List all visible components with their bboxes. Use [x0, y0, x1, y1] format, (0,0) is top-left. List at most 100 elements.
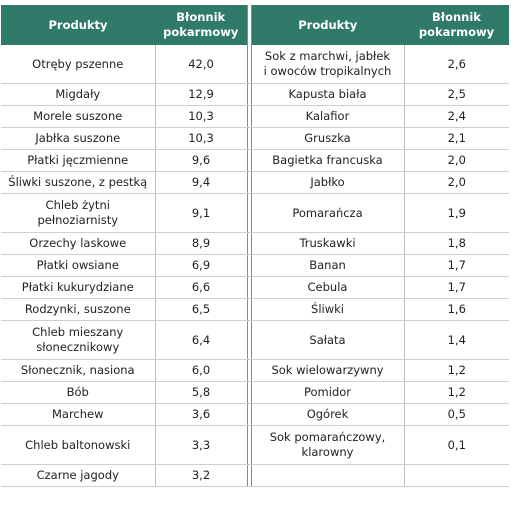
fiber-cell: 1,2	[404, 381, 509, 404]
product-cell: Ogórek	[251, 403, 405, 426]
separator	[246, 359, 252, 382]
product-cell: Sok z marchwi, jabłek i owoców tropikaln…	[251, 45, 405, 84]
product-cell: Rodzynki, suszone	[1, 298, 156, 321]
fiber-cell: 6,4	[155, 320, 247, 360]
product-cell: Sok wielowarzywny	[251, 359, 405, 382]
fiber-cell: 12,9	[155, 83, 247, 106]
header-cell: Błonnik pokarmowy	[404, 5, 509, 45]
fiber-cell: 2,0	[404, 171, 509, 194]
header-cell: Produkty	[251, 5, 404, 45]
table-row: Chleb żytni pełnoziarnisty 9,1 Pomarańcza 1…	[1, 193, 509, 233]
product-cell: Sok pomarańczowy, klarowny	[251, 425, 405, 465]
separator	[246, 403, 252, 426]
separator	[246, 105, 252, 128]
product-cell: Bób	[1, 381, 156, 404]
fiber-cell: 3,2	[155, 464, 247, 487]
table-row: Rodzynki, suszone 6,5 Śliwki 1,6	[1, 298, 509, 321]
product-cell: Otręby pszenne	[1, 45, 156, 84]
fiber-cell: 6,5	[155, 298, 247, 321]
fiber-cell: 9,4	[155, 171, 247, 194]
table-row: Płatki kukurydziane 6,6 Cebula 1,7	[1, 276, 509, 299]
table-row: Marchew 3,6 Ogórek 0,5	[1, 403, 509, 426]
separator	[246, 381, 252, 404]
fiber-cell: 10,3	[155, 105, 247, 128]
table-row: Orzechy laskowe 8,9 Truskawki 1,8	[1, 232, 509, 255]
product-cell: Migdały	[1, 83, 156, 106]
fiber-cell: 2,6	[404, 45, 509, 84]
table-row: Słonecznik, nasiona 6,0 Sok wielowarzywny 1…	[1, 359, 509, 382]
header-row: Produkty Błonnik pokarmowy Produkty Błon…	[1, 5, 509, 45]
fiber-cell: 9,1	[155, 193, 247, 233]
product-cell: Sałata	[251, 320, 405, 360]
table-row: Chleb baltonowski 3,3 Sok pomarańczowy, kl…	[1, 425, 509, 465]
product-cell: Śliwki suszone, z pestką	[1, 171, 156, 194]
fiber-cell: 3,3	[155, 425, 247, 465]
product-cell: Gruszka	[251, 127, 405, 150]
table-row: Jabłka suszone 10,3 Gruszka 2,1	[1, 127, 509, 150]
header-cell: Błonnik pokarmowy	[155, 5, 247, 45]
fiber-cell: 2,4	[404, 105, 509, 128]
product-cell: Chleb mieszany słonecznikowy	[1, 320, 156, 360]
fiber-cell: 1,6	[404, 298, 509, 321]
separator	[246, 320, 252, 360]
product-cell: Orzechy laskowe	[1, 232, 156, 255]
fiber-cell: 1,2	[404, 359, 509, 382]
table-row: Migdały 12,9 Kapusta biała 2,5	[1, 83, 509, 106]
product-cell: Pomidor	[251, 381, 405, 404]
fiber-cell: 9,6	[155, 149, 247, 172]
fiber-cell: 5,8	[155, 381, 247, 404]
product-cell: Chleb żytni pełnoziarnisty	[1, 193, 156, 233]
product-cell: Morele suszone	[1, 105, 156, 128]
product-cell: Kalafior	[251, 105, 405, 128]
separator	[246, 193, 252, 233]
product-cell	[251, 464, 405, 487]
fiber-cell: 2,0	[404, 149, 509, 172]
separator	[246, 5, 252, 45]
product-cell: Banan	[251, 254, 405, 277]
fiber-cell: 42,0	[155, 45, 247, 84]
table-row: Otręby pszenne 42,0 Sok z marchwi, jabłek …	[1, 45, 509, 84]
fiber-cell	[404, 464, 509, 487]
table-row: Morele suszone 10,3 Kalafior 2,4	[1, 105, 509, 128]
fiber-cell: 1,8	[404, 232, 509, 255]
product-cell: Śliwki	[251, 298, 405, 321]
product-cell: Cebula	[251, 276, 405, 299]
fiber-cell: 8,9	[155, 232, 247, 255]
separator	[246, 149, 252, 172]
separator	[246, 298, 252, 321]
fiber-cell: 6,9	[155, 254, 247, 277]
table-row: Płatki owsiane 6,9 Banan 1,7	[1, 254, 509, 277]
product-cell: Marchew	[1, 403, 156, 426]
fiber-cell: 1,7	[404, 254, 509, 277]
fiber-cell: 0,5	[404, 403, 509, 426]
separator	[246, 45, 252, 84]
product-cell: Jabłka suszone	[1, 127, 156, 150]
fiber-cell: 3,6	[155, 403, 247, 426]
separator	[246, 464, 252, 487]
fiber-cell: 1,4	[404, 320, 509, 360]
fiber-cell: 2,5	[404, 83, 509, 106]
table-row: Płatki jęczmienne 9,6 Bagietka francuska 2,…	[1, 149, 509, 172]
product-cell: Czarne jagody	[1, 464, 156, 487]
fiber-table: Produkty Błonnik pokarmowy Produkty Błon…	[1, 5, 509, 487]
product-cell: Płatki kukurydziane	[1, 276, 156, 299]
header-cell: Produkty	[1, 5, 155, 45]
table-body: Otręby pszenne 42,0 Sok z marchwi, jabłek …	[1, 45, 509, 487]
separator	[246, 276, 252, 299]
fiber-cell: 1,7	[404, 276, 509, 299]
product-cell: Truskawki	[251, 232, 405, 255]
product-cell: Kapusta biała	[251, 83, 405, 106]
product-cell: Bagietka francuska	[251, 149, 405, 172]
separator	[246, 254, 252, 277]
product-cell: Płatki jęczmienne	[1, 149, 156, 172]
separator	[246, 232, 252, 255]
product-cell: Słonecznik, nasiona	[1, 359, 156, 382]
product-cell: Płatki owsiane	[1, 254, 156, 277]
product-cell: Pomarańcza	[251, 193, 405, 233]
fiber-cell: 2,1	[404, 127, 509, 150]
table-row: Czarne jagody 3,2	[1, 464, 509, 487]
fiber-cell: 0,1	[404, 425, 509, 465]
separator	[246, 425, 252, 465]
fiber-cell: 6,6	[155, 276, 247, 299]
